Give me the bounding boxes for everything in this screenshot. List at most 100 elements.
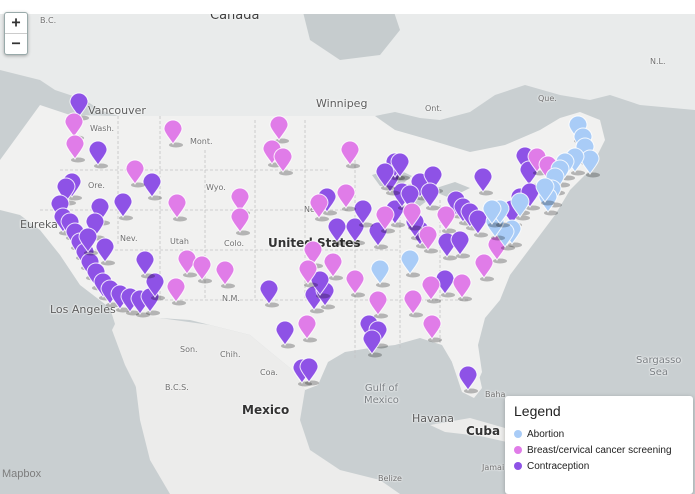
marker-screening-27[interactable] xyxy=(474,253,494,282)
marker-contraception-64[interactable] xyxy=(390,152,410,181)
marker-abortion-18[interactable] xyxy=(535,177,555,206)
legend-swatch-screening xyxy=(514,446,522,454)
place-label-ont: Ont. xyxy=(425,104,443,113)
place-label-bc: B.C. xyxy=(40,16,57,25)
marker-abortion-16[interactable] xyxy=(482,199,502,228)
marker-contraception-59[interactable] xyxy=(458,365,478,394)
marker-screening-1[interactable] xyxy=(65,134,85,163)
marker-screening-15[interactable] xyxy=(298,259,318,288)
marker-contraception-47[interactable] xyxy=(473,167,493,196)
marker-screening-20[interactable] xyxy=(166,277,186,306)
place-label-utah: Utah xyxy=(170,237,189,246)
place-label-winnipeg: Winnipeg xyxy=(316,97,368,110)
zoom-controls: + − xyxy=(4,12,28,55)
marker-screening-19[interactable] xyxy=(215,260,235,289)
legend-label-screening: Breast/cervical cancer screening xyxy=(527,444,672,456)
mapbox-watermark[interactable]: Mapbox xyxy=(2,468,42,480)
marker-screening-11[interactable] xyxy=(309,193,329,222)
marker-contraception-19[interactable] xyxy=(135,250,155,279)
marker-screening-18[interactable] xyxy=(192,255,212,284)
marker-screening-16[interactable] xyxy=(345,269,365,298)
marker-contraception-29[interactable] xyxy=(299,357,319,386)
place-label-vancouver: Vancouver xyxy=(88,104,146,117)
marker-contraception-36[interactable] xyxy=(327,217,347,246)
legend-swatch-contraception xyxy=(514,462,522,470)
legend-item-screening: Breast/cervical cancer screening xyxy=(514,442,684,458)
marker-screening-7[interactable] xyxy=(125,159,145,188)
marker-screening-31[interactable] xyxy=(418,225,438,254)
marker-contraception-39[interactable] xyxy=(368,221,388,250)
place-label-sargasso: Sargasso Sea xyxy=(636,355,682,378)
marker-abortion-15[interactable] xyxy=(400,249,420,278)
place-label-gulf: Gulf of Mexico xyxy=(364,383,399,406)
place-label-mont: Mont. xyxy=(190,137,213,146)
marker-contraception-32[interactable] xyxy=(362,329,382,358)
marker-screening-3[interactable] xyxy=(269,115,289,144)
place-label-colo: Colo. xyxy=(224,239,244,248)
legend-label-contraception: Contraception xyxy=(527,460,590,472)
marker-contraception-53[interactable] xyxy=(468,209,488,238)
marker-contraception-55[interactable] xyxy=(450,230,470,259)
marker-contraception-25[interactable] xyxy=(95,237,115,266)
marker-screening-8[interactable] xyxy=(167,193,187,222)
marker-screening-23[interactable] xyxy=(297,314,317,343)
zoom-out-button[interactable]: − xyxy=(5,33,27,54)
place-label-nev: Nev. xyxy=(120,234,138,243)
place-label-bcs: B.C.S. xyxy=(165,383,189,392)
place-label-eureka: Eureka xyxy=(20,218,58,231)
marker-screening-12[interactable] xyxy=(336,183,356,212)
marker-abortion-14[interactable] xyxy=(370,259,390,288)
place-label-nl: N.L. xyxy=(650,57,666,66)
marker-screening-21[interactable] xyxy=(403,289,423,318)
place-label-cuba: Cuba xyxy=(466,424,501,438)
marker-contraception-18[interactable] xyxy=(145,272,165,301)
place-label-mexico: Mexico xyxy=(242,403,290,417)
marker-screening-24[interactable] xyxy=(422,314,442,343)
marker-screening-34[interactable] xyxy=(402,202,422,231)
marker-screening-26[interactable] xyxy=(421,275,441,304)
place-label-que: Que. xyxy=(538,94,557,103)
place-label-belize: Belize xyxy=(378,474,402,483)
marker-abortion-17[interactable] xyxy=(510,192,530,221)
marker-contraception-35[interactable] xyxy=(310,270,330,299)
marker-abortion-3[interactable] xyxy=(580,149,600,178)
marker-screening-22[interactable] xyxy=(368,290,388,319)
place-label-son: Son. xyxy=(180,345,198,354)
place-label-nm: N.M. xyxy=(222,294,240,303)
legend-swatch-abortion xyxy=(514,430,522,438)
marker-screening-14[interactable] xyxy=(323,252,343,281)
marker-contraception-66[interactable] xyxy=(420,182,440,211)
marker-contraception-24[interactable] xyxy=(78,227,98,256)
place-label-jamaica: Jamai xyxy=(482,463,505,472)
place-label-chih: Chih. xyxy=(220,350,241,359)
marker-screening-33[interactable] xyxy=(375,205,395,234)
place-label-coa: Coa. xyxy=(260,368,278,377)
marker-screening-2[interactable] xyxy=(163,119,183,148)
place-label-losangeles: Los Angeles xyxy=(50,303,116,316)
legend-label-abortion: Abortion xyxy=(527,428,565,440)
place-label-ore: Ore. xyxy=(88,181,105,190)
marker-screening-25[interactable] xyxy=(452,273,472,302)
marker-screening-32[interactable] xyxy=(436,205,456,234)
place-label-wyo: Wyo. xyxy=(206,183,226,192)
marker-contraception-63[interactable] xyxy=(375,162,395,191)
marker-contraception-27[interactable] xyxy=(275,320,295,349)
zoom-in-button[interactable]: + xyxy=(11,13,21,31)
legend-item-contraception: Contraception xyxy=(514,458,684,474)
marker-screening-6[interactable] xyxy=(340,140,360,169)
place-label-baha: Baha xyxy=(485,390,506,399)
marker-contraception-20[interactable] xyxy=(113,192,133,221)
marker-contraception-1[interactable] xyxy=(88,140,108,169)
marker-screening-10[interactable] xyxy=(230,207,250,236)
marker-contraception-40[interactable] xyxy=(353,199,373,228)
marker-screening-5[interactable] xyxy=(273,147,293,176)
marker-contraception-21[interactable] xyxy=(142,172,162,201)
marker-contraception-26[interactable] xyxy=(259,279,279,308)
marker-contraception-38[interactable] xyxy=(345,217,365,246)
legend-item-abortion: Abortion xyxy=(514,426,684,442)
place-label-havana: Havana xyxy=(412,412,454,425)
place-label-wash: Wash. xyxy=(90,124,115,133)
legend: Legend Abortion Breast/cervical cancer s… xyxy=(505,396,693,494)
